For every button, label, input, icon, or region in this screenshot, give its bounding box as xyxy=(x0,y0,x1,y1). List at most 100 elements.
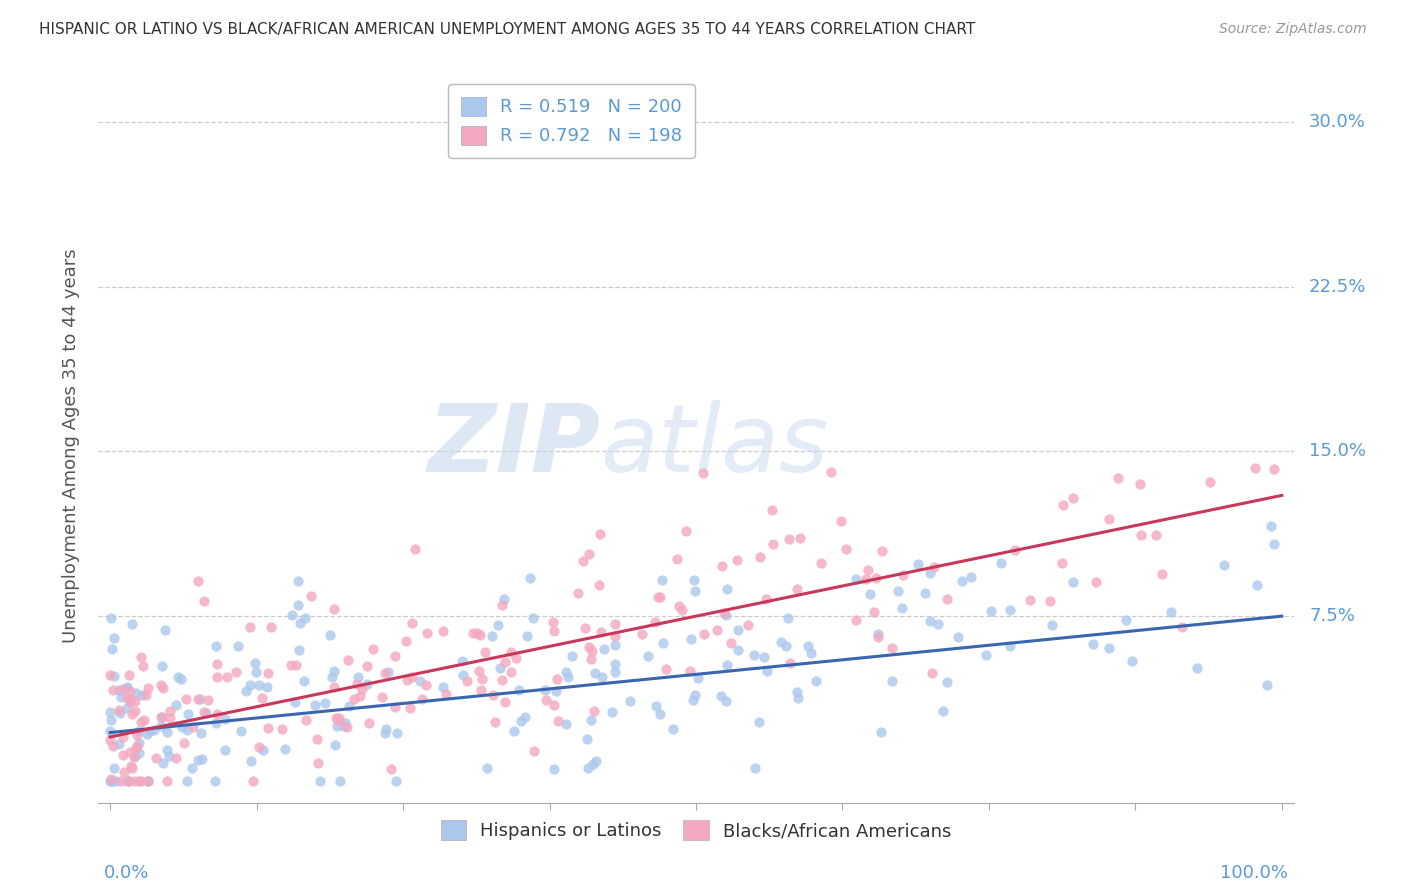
Point xyxy=(685,584,707,599)
Point xyxy=(159,711,181,725)
Point xyxy=(866,627,889,641)
Point xyxy=(484,715,506,730)
Point xyxy=(1150,566,1173,581)
Point xyxy=(779,656,801,670)
Point xyxy=(346,677,368,691)
Point xyxy=(176,723,198,738)
Point xyxy=(582,704,605,718)
Point xyxy=(352,681,374,696)
Point xyxy=(322,601,344,615)
Point xyxy=(882,640,904,655)
Point xyxy=(115,773,138,788)
Point xyxy=(115,681,138,695)
Point xyxy=(181,761,204,775)
Point xyxy=(214,743,236,757)
Point xyxy=(117,680,139,694)
Point xyxy=(242,773,264,788)
Point xyxy=(755,592,778,607)
Point xyxy=(619,694,641,708)
Point xyxy=(131,688,153,702)
Point xyxy=(226,639,249,653)
Point xyxy=(578,547,600,561)
Point xyxy=(519,571,541,585)
Point xyxy=(343,691,366,706)
Point xyxy=(214,712,236,726)
Point xyxy=(100,611,122,625)
Point xyxy=(124,748,146,763)
Point xyxy=(257,721,280,735)
Point xyxy=(304,698,326,713)
Point xyxy=(349,690,371,704)
Point xyxy=(1263,462,1285,476)
Point xyxy=(124,773,146,788)
Point xyxy=(357,716,380,731)
Point xyxy=(188,691,211,706)
Point xyxy=(136,773,159,788)
Point xyxy=(136,681,159,695)
Point xyxy=(959,570,981,584)
Point xyxy=(129,773,152,788)
Point xyxy=(693,626,716,640)
Text: 22.5%: 22.5% xyxy=(1309,277,1367,296)
Point xyxy=(748,714,770,729)
Point xyxy=(118,773,141,788)
Point xyxy=(796,639,818,653)
Point xyxy=(280,608,302,623)
Point xyxy=(755,664,778,678)
Text: 15.0%: 15.0% xyxy=(1309,442,1367,460)
Point xyxy=(101,642,124,657)
Point xyxy=(631,626,654,640)
Point xyxy=(107,738,129,752)
Point xyxy=(374,665,396,680)
Point xyxy=(395,634,418,648)
Point xyxy=(581,644,603,658)
Point xyxy=(579,714,602,728)
Point xyxy=(880,674,903,689)
Point xyxy=(591,625,613,640)
Point xyxy=(124,694,146,708)
Point xyxy=(373,726,395,740)
Point xyxy=(205,657,228,671)
Point xyxy=(589,527,612,541)
Point xyxy=(136,773,159,788)
Point xyxy=(679,664,702,678)
Point xyxy=(856,563,879,577)
Point xyxy=(295,713,318,727)
Point xyxy=(156,743,179,757)
Point xyxy=(1107,471,1129,485)
Point xyxy=(108,706,131,721)
Point xyxy=(118,745,141,759)
Point xyxy=(605,628,627,642)
Point xyxy=(205,715,228,730)
Point xyxy=(321,670,343,684)
Text: atlas: atlas xyxy=(600,401,828,491)
Point xyxy=(159,704,181,718)
Point xyxy=(149,719,172,733)
Point xyxy=(100,773,122,788)
Point xyxy=(108,703,131,717)
Point xyxy=(100,732,122,747)
Point xyxy=(571,554,593,568)
Text: 30.0%: 30.0% xyxy=(1309,113,1367,131)
Point xyxy=(516,629,538,643)
Point xyxy=(287,574,309,588)
Point xyxy=(603,638,626,652)
Point xyxy=(287,598,309,612)
Point xyxy=(845,572,868,586)
Point xyxy=(662,723,685,737)
Point xyxy=(585,755,607,769)
Point xyxy=(600,706,623,720)
Point xyxy=(128,724,150,739)
Point xyxy=(329,773,352,788)
Point xyxy=(98,705,121,719)
Point xyxy=(725,553,748,567)
Point xyxy=(488,661,510,675)
Point xyxy=(271,722,294,736)
Point xyxy=(654,661,676,675)
Point xyxy=(581,651,603,665)
Point xyxy=(103,631,125,645)
Point xyxy=(195,706,218,720)
Point xyxy=(510,714,533,728)
Point xyxy=(193,594,215,608)
Point xyxy=(411,692,433,706)
